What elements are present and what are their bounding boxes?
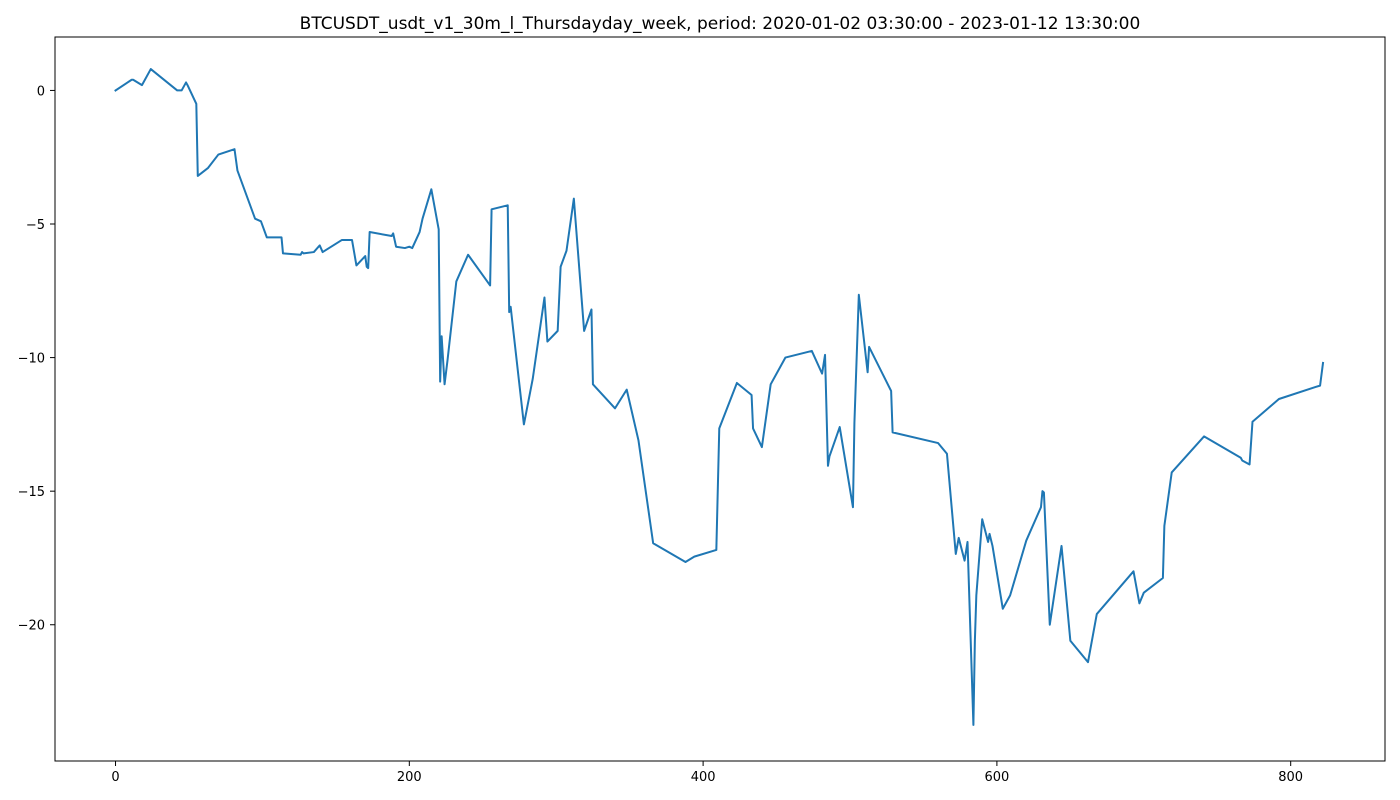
x-tick-label: 600 xyxy=(984,770,1009,785)
axes-frame xyxy=(54,36,1386,762)
y-tick-label: 0 xyxy=(37,84,45,99)
y-tick-label: −10 xyxy=(18,352,45,367)
series-line xyxy=(114,68,1325,726)
y-tick-label: −20 xyxy=(18,619,45,634)
x-tick-label: 800 xyxy=(1278,770,1303,785)
chart-title: BTCUSDT_usdt_v1_30m_l_Thursdayday_week, … xyxy=(300,14,1141,34)
x-tick-label: 0 xyxy=(111,770,119,785)
y-tick-label: −5 xyxy=(26,218,45,233)
x-tick-label: 400 xyxy=(691,770,716,785)
y-tick-label: −15 xyxy=(18,485,45,500)
plot-area xyxy=(54,36,1386,762)
x-axis: 0 200 400 600 800 xyxy=(111,761,1303,785)
y-axis: 0 −5 −10 −15 −20 xyxy=(18,84,55,634)
x-tick-label: 200 xyxy=(397,770,422,785)
